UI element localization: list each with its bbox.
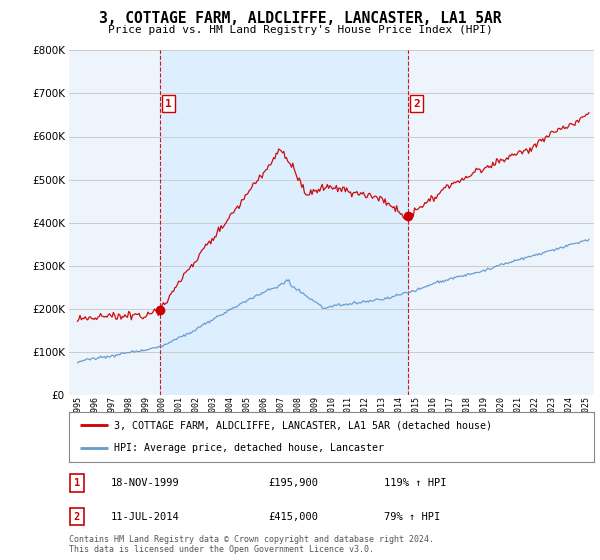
Text: 119% ↑ HPI: 119% ↑ HPI bbox=[384, 478, 446, 488]
Text: £195,900: £195,900 bbox=[269, 478, 319, 488]
Text: 3, COTTAGE FARM, ALDCLIFFE, LANCASTER, LA1 5AR: 3, COTTAGE FARM, ALDCLIFFE, LANCASTER, L… bbox=[99, 11, 501, 26]
Text: HPI: Average price, detached house, Lancaster: HPI: Average price, detached house, Lanc… bbox=[113, 444, 383, 454]
Text: 11-JUL-2014: 11-JUL-2014 bbox=[111, 512, 180, 521]
Text: £415,000: £415,000 bbox=[269, 512, 319, 521]
Text: 79% ↑ HPI: 79% ↑ HPI bbox=[384, 512, 440, 521]
Text: 3, COTTAGE FARM, ALDCLIFFE, LANCASTER, LA1 5AR (detached house): 3, COTTAGE FARM, ALDCLIFFE, LANCASTER, L… bbox=[113, 420, 491, 430]
Bar bbox=[160, 50, 408, 395]
Text: 18-NOV-1999: 18-NOV-1999 bbox=[111, 478, 180, 488]
Text: 2: 2 bbox=[74, 512, 80, 521]
Text: 1: 1 bbox=[165, 99, 172, 109]
Text: 1: 1 bbox=[74, 478, 80, 488]
Text: Contains HM Land Registry data © Crown copyright and database right 2024.
This d: Contains HM Land Registry data © Crown c… bbox=[69, 535, 434, 554]
Text: 2: 2 bbox=[413, 99, 420, 109]
Text: Price paid vs. HM Land Registry's House Price Index (HPI): Price paid vs. HM Land Registry's House … bbox=[107, 25, 493, 35]
